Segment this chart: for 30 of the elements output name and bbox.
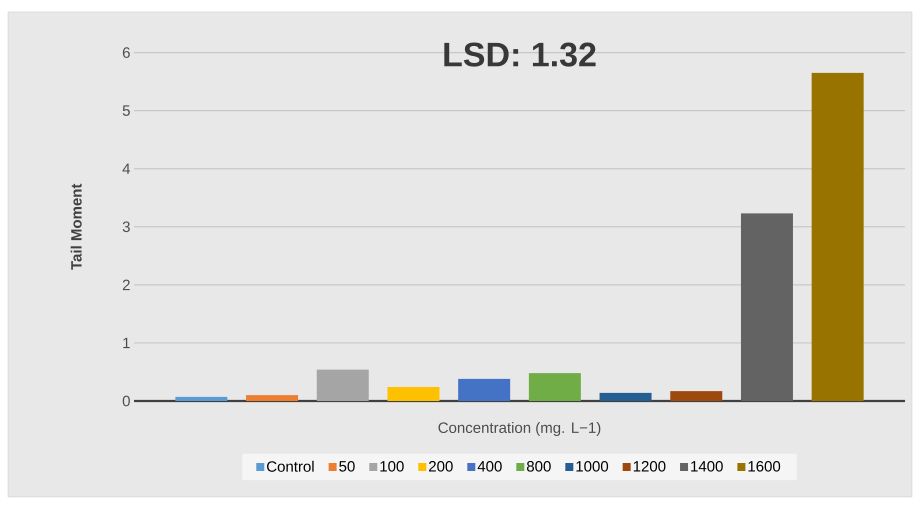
bar	[316, 370, 369, 401]
y-tick-label: 5	[122, 105, 130, 116]
legend-label: 100	[380, 461, 404, 472]
legend-label: 1200	[634, 461, 666, 472]
bar	[458, 378, 510, 401]
legend-label: Control	[267, 460, 314, 472]
legend-label: 1600	[748, 461, 780, 472]
bar	[175, 396, 228, 401]
y-tick-label: 6	[122, 47, 130, 58]
chart-title: LSD: 1.32	[444, 42, 596, 67]
bar	[670, 391, 722, 401]
bar	[600, 392, 652, 401]
legend-label: 800	[526, 461, 551, 472]
y-tick-label: 4	[122, 164, 130, 174]
legend-label: 400	[478, 461, 502, 472]
x-axis-title: Concentration (mg. L−1)	[438, 422, 600, 436]
bar	[740, 213, 793, 401]
y-tick-label: 2	[122, 280, 130, 290]
legend-label: 50	[339, 461, 355, 472]
y-axis-title: Tail Moment	[70, 184, 82, 270]
bar	[246, 395, 298, 401]
legend-label: 1400	[691, 461, 723, 472]
y-tick-label: 3	[122, 221, 130, 232]
bar	[528, 373, 581, 401]
y-tick-label: 0	[122, 396, 130, 406]
legend-label: 200	[429, 461, 453, 472]
legend-label: 1000	[576, 461, 608, 472]
bar	[812, 72, 864, 401]
bar	[387, 387, 440, 401]
y-tick-label: 1	[123, 338, 130, 348]
